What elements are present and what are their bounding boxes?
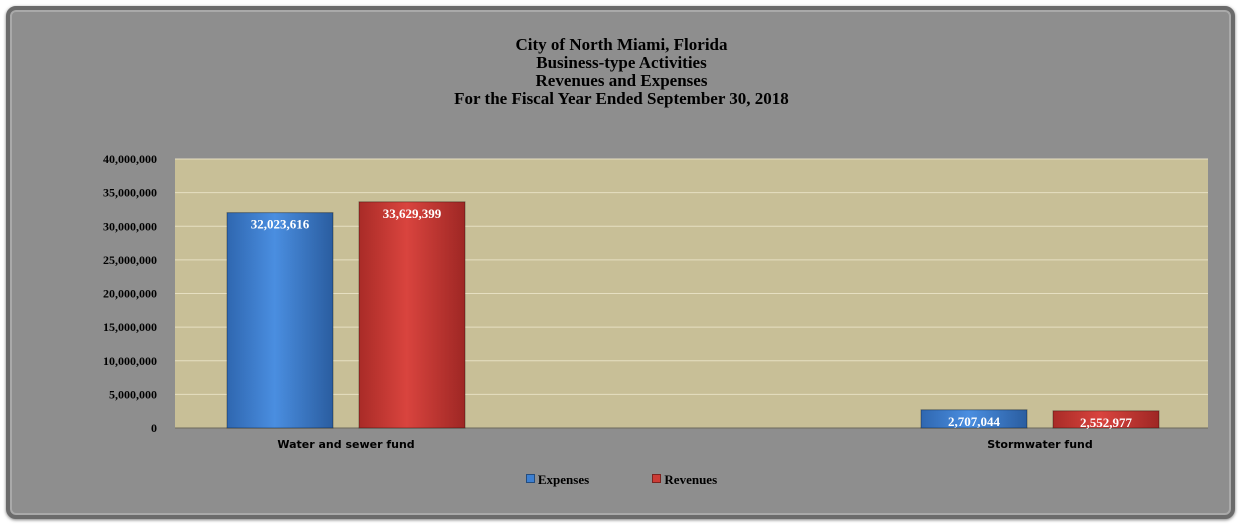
title-line-3: Revenues and Expenses <box>535 71 708 90</box>
data-label: 32,023,616 <box>251 217 310 232</box>
y-tick-label: 40,000,000 <box>103 152 157 166</box>
legend-label-expenses: Expenses <box>537 472 590 487</box>
bar-expenses <box>226 212 334 429</box>
title-line-4: For the Fiscal Year Ended September 30, … <box>454 89 789 108</box>
bar-revenues <box>358 201 466 429</box>
legend-item-revenues: Revenues <box>652 472 717 488</box>
x-tick-label: Water and sewer fund <box>277 438 414 451</box>
legend-swatch-expenses <box>525 474 535 483</box>
legend-item-expenses: Expenses <box>525 472 590 488</box>
chart-legend: Expenses Revenues <box>0 472 1243 488</box>
legend-swatch-revenues <box>652 474 662 483</box>
title-line-2: Business-type Activities <box>536 53 707 72</box>
data-label: 2,707,044 <box>948 414 1001 429</box>
legend-label-revenues: Revenues <box>664 472 718 487</box>
y-tick-label: 0 <box>151 421 157 435</box>
chart-title: City of North Miami, Florida Business-ty… <box>0 36 1243 108</box>
title-line-1: City of North Miami, Florida <box>515 35 728 54</box>
bar-expenses <box>920 409 1028 429</box>
y-tick-label: 20,000,000 <box>103 287 157 301</box>
y-tick-label: 35,000,000 <box>103 186 157 200</box>
x-tick-label: Stormwater fund <box>987 438 1093 451</box>
bar-revenues <box>1052 410 1160 429</box>
y-tick-label: 10,000,000 <box>103 354 157 368</box>
y-tick-label: 5,000,000 <box>109 387 157 401</box>
y-tick-label: 30,000,000 <box>103 219 157 233</box>
y-tick-label: 15,000,000 <box>103 320 157 334</box>
data-label: 2,552,977 <box>1080 415 1133 430</box>
y-tick-label: 25,000,000 <box>103 253 157 267</box>
data-label: 33,629,399 <box>383 206 442 221</box>
